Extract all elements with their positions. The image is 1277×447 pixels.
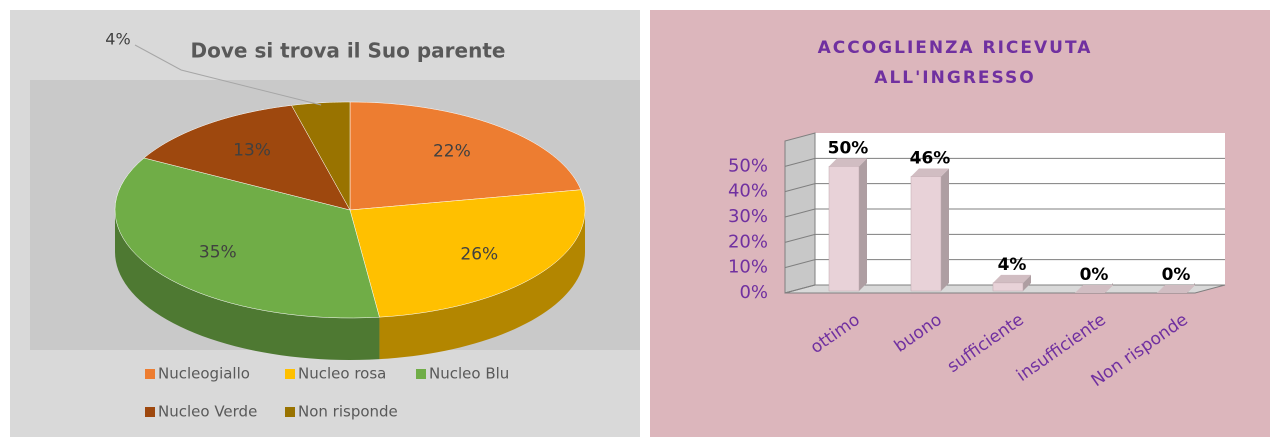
legend-label: Nucleogiallo (158, 365, 250, 383)
legend-swatch (145, 407, 155, 417)
legend-swatch (145, 369, 155, 379)
y-tick-label: 30% (728, 206, 768, 227)
grid-line (784, 183, 1225, 193)
grid-line (784, 208, 1225, 218)
grid-line (784, 157, 1225, 167)
data-label: 13% (233, 140, 271, 160)
pie-side (379, 210, 585, 360)
legend-label: Nucleo rosa (298, 365, 386, 383)
grid-line (784, 233, 1225, 243)
pie-slice (291, 101, 351, 211)
bar-side (859, 158, 867, 291)
legend-label: Nucleo Verde (158, 403, 257, 421)
legend-swatch (285, 407, 295, 417)
legend-swatch (416, 369, 426, 379)
legend-label: Non risponde (298, 403, 398, 421)
y-tick-label: 50% (728, 155, 768, 176)
y-tick-label: 0% (739, 282, 768, 303)
data-label: 26% (460, 244, 498, 264)
legend-swatch (285, 369, 295, 379)
pie-title: Dove si trova il Suo parente (191, 39, 506, 63)
bar (992, 282, 1024, 292)
legend-label: Nucleo Blu (429, 365, 509, 383)
y-tick-label: 20% (728, 231, 768, 252)
bar-title: ALL'INGRESSO (874, 68, 1035, 88)
data-label: 46% (910, 148, 951, 168)
pie-slice (349, 101, 582, 211)
bar-top (829, 158, 867, 167)
data-label: 22% (433, 142, 471, 162)
data-label: 50% (828, 138, 869, 158)
pie-slice (349, 189, 586, 318)
bar-top (993, 274, 1031, 283)
bar-top (1157, 285, 1195, 293)
leader-line (134, 44, 322, 106)
data-label: 4% (998, 255, 1027, 275)
bar-top (1075, 285, 1113, 293)
bar (910, 176, 942, 292)
bar-top (911, 168, 949, 177)
data-label: 0% (1080, 265, 1109, 285)
pie-slice (114, 157, 380, 319)
bar-title: ACCOGLIENZA RICEVUTA (818, 38, 1093, 58)
bar (828, 166, 860, 292)
data-label: 4% (105, 30, 130, 49)
data-label: 0% (1162, 265, 1191, 285)
pie-slice (143, 105, 351, 211)
pie-side (115, 210, 380, 360)
grid-line (784, 259, 1225, 269)
bar-side (1023, 274, 1031, 291)
data-label: 35% (199, 242, 237, 262)
bar-side (941, 168, 949, 291)
y-tick-label: 40% (728, 181, 768, 202)
y-tick-label: 10% (728, 257, 768, 278)
